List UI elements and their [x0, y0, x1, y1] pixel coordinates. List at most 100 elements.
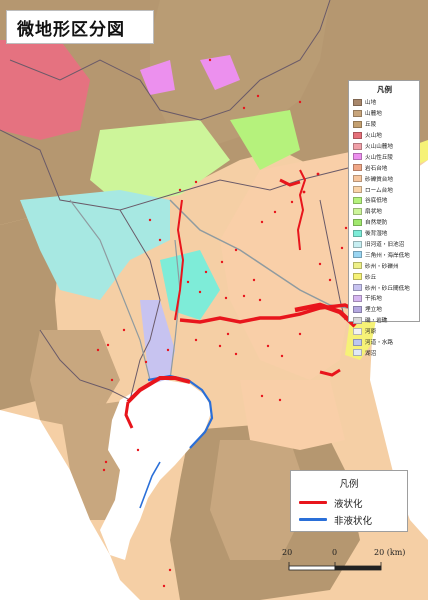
- legend-color-swatch: [353, 262, 362, 270]
- loam-plateau-east: [220, 150, 380, 380]
- landform-legend-list: 山地山麓地丘陵火山地火山山麓地火山性丘陵岩石台地砂礫質台地ローム台地谷底低地扇状…: [353, 97, 416, 358]
- landform-legend-item: 砂礫質台地: [353, 173, 416, 184]
- legend-color-swatch: [353, 164, 362, 172]
- liquefaction-edo: [174, 199, 185, 321]
- legend-item-label: 谷底低地: [365, 198, 388, 205]
- legend-color-swatch: [353, 142, 362, 150]
- legend-color-swatch: [353, 229, 362, 237]
- legend-item-label: ローム台地: [365, 187, 393, 194]
- piedmont-green-2: [230, 110, 300, 170]
- legend-item-label: 河道・水路: [365, 340, 393, 347]
- not-liquefied-line-swatch: [299, 518, 327, 521]
- legend-item-label: 砂礫質台地: [365, 176, 393, 183]
- landform-legend-item: 砂州・砂丘間低地: [353, 282, 416, 293]
- landform-legend-item: 谷底低地: [353, 195, 416, 206]
- legend-color-swatch: [353, 327, 362, 335]
- landform-legend-item: 扇状地: [353, 206, 416, 217]
- landform-legend-item: 河道・水路: [353, 337, 416, 348]
- fan-cyan-2: [160, 250, 220, 320]
- hill-north: [150, 0, 330, 150]
- volcano-zone-3: [140, 60, 175, 95]
- liquefied-label: 液状化: [334, 498, 363, 510]
- legend-item-label: 干拓地: [365, 296, 382, 303]
- edo-river: [169, 239, 181, 381]
- legend-color-swatch: [353, 338, 362, 346]
- liquefaction-legend-item-liquefied: 液状化: [299, 494, 399, 511]
- map-title: 微地形区分図: [17, 19, 125, 40]
- prefecture-boundary-3: [119, 209, 161, 401]
- peninsula-hills-2: [210, 440, 310, 560]
- landform-legend-item: 山地: [353, 97, 416, 108]
- legend-item-label: 火山山麓地: [365, 144, 393, 150]
- landform-legend-title: 凡例: [377, 85, 392, 94]
- legend-item-label: 砂州・砂礫州: [365, 263, 399, 270]
- landform-legend-item: ローム台地: [353, 184, 416, 195]
- landform-legend-item: 干拓地: [353, 293, 416, 304]
- landform-legend: 凡例 山地山麓地丘陵火山地火山山麓地火山性丘陵岩石台地砂礫質台地ローム台地谷底低…: [348, 80, 420, 357]
- legend-color-swatch: [353, 284, 362, 292]
- liquefaction-legend: 凡例 液状化 非液状化: [290, 470, 408, 532]
- legend-item-label: 火山地: [365, 133, 382, 140]
- landform-legend-item: 自然堤防: [353, 217, 416, 228]
- tone-river: [169, 199, 361, 311]
- legend-item-label: 湖沼: [365, 350, 377, 357]
- landform-legend-item: 磯・岩礁: [353, 315, 416, 326]
- legend-item-label: 丘陵: [365, 122, 377, 129]
- landform-legend-item: 火山地: [353, 130, 416, 141]
- legend-color-swatch: [353, 251, 362, 259]
- arakawa-river: [69, 199, 151, 381]
- liquefaction-bay-shore: [126, 376, 191, 404]
- landform-legend-item: 丘陵: [353, 119, 416, 130]
- legend-color-swatch: [353, 349, 362, 357]
- legend-color-swatch: [353, 175, 362, 183]
- scale-bar: 20 0 20 (km): [276, 548, 426, 584]
- landform-legend-item: 後背湿地: [353, 228, 416, 239]
- legend-color-swatch: [353, 240, 362, 248]
- sagami-bay: [0, 420, 50, 570]
- legend-item-label: 扇状地: [365, 209, 382, 216]
- liquefaction-kasumigaura: [296, 169, 307, 251]
- fan-cyan: [20, 190, 170, 300]
- legend-color-swatch: [353, 98, 362, 106]
- legend-item-label: 三角州・海岸低地: [365, 252, 410, 259]
- liquefaction-tone: [179, 303, 361, 324]
- legend-item-label: 自然堤防: [365, 220, 388, 227]
- peninsula-plateau: [240, 380, 345, 450]
- legend-item-label: 砂州・砂丘間低地: [365, 285, 410, 292]
- legend-color-swatch: [353, 131, 362, 139]
- liquefied-line-swatch: [299, 501, 327, 504]
- map-title-box: 微地形区分図: [6, 10, 154, 44]
- landform-legend-item: 岩石台地: [353, 162, 416, 173]
- legend-color-swatch: [353, 218, 362, 226]
- scale-label-left: 20: [282, 548, 293, 557]
- landform-legend-item: 埋立地: [353, 304, 416, 315]
- prefecture-boundary-4: [39, 329, 131, 401]
- legend-color-swatch: [353, 294, 362, 302]
- piedmont-green: [90, 120, 230, 205]
- legend-item-label: 火山性丘陵: [365, 154, 393, 161]
- landform-legend-item: 三角州・海岸低地: [353, 249, 416, 260]
- legend-color-swatch: [353, 120, 362, 128]
- not-liquefied-label: 非液状化: [334, 515, 373, 527]
- landform-legend-item: 砂丘: [353, 271, 416, 282]
- non-liquefaction-line-2: [139, 461, 161, 509]
- scale-label-right: 20 (km): [374, 548, 406, 557]
- liquefaction-points: [96, 58, 360, 588]
- liquefaction-chiba-coast: [319, 368, 341, 377]
- liquefaction-legend-title: 凡例: [339, 479, 359, 490]
- prefecture-boundary: [9, 0, 331, 121]
- scale-bar-graphic: [288, 562, 382, 571]
- legend-color-swatch: [353, 153, 362, 161]
- legend-item-label: 岩石台地: [365, 165, 388, 172]
- landform-legend-item: 河原: [353, 326, 416, 337]
- scale-label-zero: 0: [332, 548, 338, 557]
- legend-color-swatch: [353, 207, 362, 215]
- legend-item-label: 磯・岩礁: [365, 318, 388, 325]
- legend-item-label: 山麓地: [365, 111, 382, 118]
- liquefaction-tone-east: [294, 302, 357, 328]
- legend-item-label: 後背湿地: [365, 231, 388, 238]
- legend-item-label: 山地: [365, 100, 377, 107]
- liquefaction-north: [279, 178, 301, 187]
- volcano-zone-2: [200, 55, 240, 90]
